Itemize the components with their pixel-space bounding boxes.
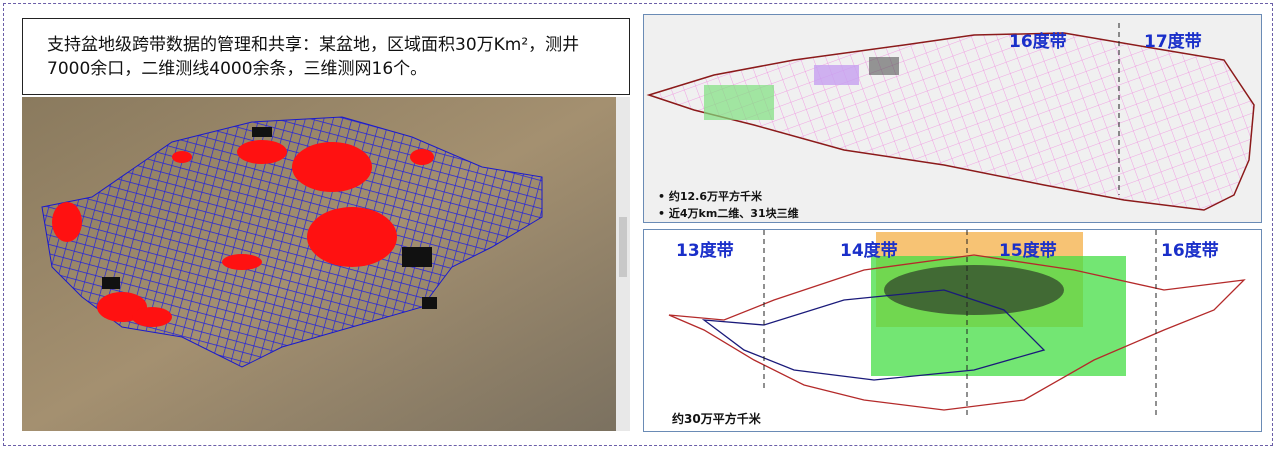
bottom-map-panel: 13度带 14度带 15度带 16度带 约30万平方千米 [643, 229, 1262, 432]
zone-label: 13度带 [676, 241, 734, 261]
survey-block [869, 57, 899, 75]
caption-box: 支持盆地级跨带数据的管理和共享：某盆地，区域面积30万Km²，测井7000余口，… [22, 18, 630, 95]
slide-frame [3, 3, 1273, 446]
zone-label: 16度带 [1161, 241, 1219, 261]
survey-block [814, 65, 859, 85]
basin-outline [668, 254, 1246, 411]
caption-text: 支持盆地级跨带数据的管理和共享：某盆地，区域面积30万Km²，测井7000余口，… [47, 35, 580, 79]
bottom-map [668, 230, 1246, 415]
zone-label: 17度带 [1144, 32, 1202, 52]
area-label: 约30万平方千米 [672, 412, 761, 426]
survey-block [704, 85, 774, 120]
scroll-thumb [619, 217, 627, 277]
note-text: 近4万km二维、31块三维 [668, 207, 799, 220]
zone-label: 15度带 [999, 241, 1057, 261]
basin-outline [646, 32, 1255, 211]
basin-satellite-map [22, 97, 630, 431]
3d-surveys [102, 127, 437, 309]
zone-label: 16度带 [1009, 32, 1067, 52]
seismic-lines [41, 116, 543, 368]
top-map-panel: 16度带 17度带 • 约12.6万平方千米 • 近4万km二维、31块三维 [643, 14, 1262, 223]
well-points [52, 140, 434, 327]
note: • 近4万km二维、31块三维 [658, 207, 799, 220]
zone-label: 14度带 [840, 241, 898, 261]
note-text: 约12.6万平方千米 [668, 190, 763, 203]
3d-surveys [884, 265, 1064, 315]
block-outline [701, 289, 1046, 381]
note: • 约12.6万平方千米 [658, 190, 763, 203]
top-map [646, 23, 1255, 211]
